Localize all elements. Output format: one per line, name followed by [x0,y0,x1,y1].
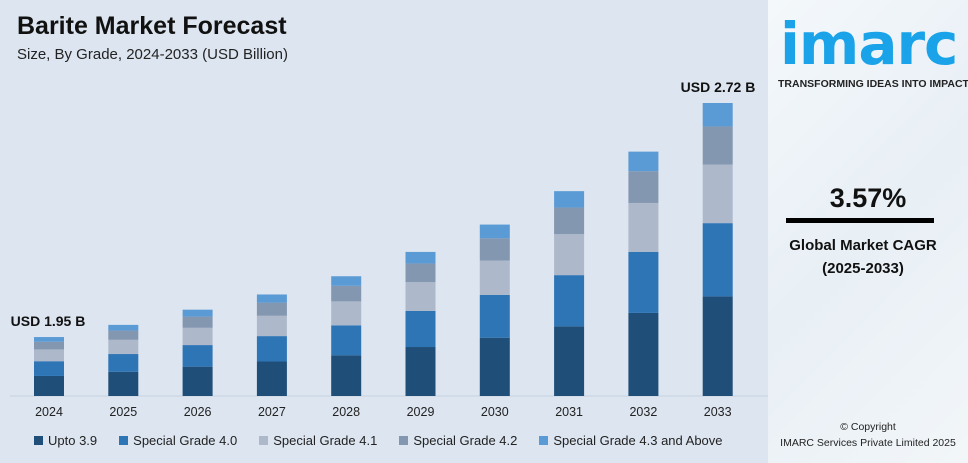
legend-item: Special Grade 4.0 [119,433,237,448]
bar-segment [256,336,287,362]
bar-segment [405,251,436,264]
bar-segment [554,191,585,208]
x-tick-label: 2025 [109,405,137,419]
bar-segment [108,330,139,340]
bar-segment [331,355,362,396]
bar-segment [256,302,287,316]
bar-segment [256,315,287,337]
chart-title: Barite Market Forecast [17,12,287,40]
bar-segment [702,164,733,224]
legend: Upto 3.9 Special Grade 4.0 Special Grade 4… [34,433,745,448]
bar-segment [182,327,213,346]
bar-segment [479,238,510,261]
x-tick-label: 2031 [555,405,583,419]
bar-segment [628,251,659,313]
bar-segment [331,276,362,286]
cagr-label: Global Market CAGR (2025-2033) [768,234,958,280]
bar-segment [479,294,510,338]
bar-segment [256,294,287,303]
copyright: © Copyright IMARC Services Private Limit… [768,419,968,451]
legend-label: Special Grade 4.0 [133,433,238,448]
legend-swatch [399,436,409,445]
legend-swatch [539,436,549,445]
bar-segment [331,325,362,356]
bar-segment [182,309,213,317]
bar-segment [108,354,139,372]
tagline: TRANSFORMING IDEAS INTO IMPACT [778,78,968,90]
bar-segment [479,337,510,396]
bar-segment [108,339,139,355]
legend-item: Special Grade 4.3 and Above [539,433,723,448]
legend-swatch [119,436,129,445]
bar-segment [108,371,139,396]
cagr-label-text: Global Market CAGR [789,237,937,254]
bar-segment [628,151,659,172]
bar-segment [554,326,585,396]
chart-area: Barite Market Forecast Size, By Grade, 2… [10,12,768,448]
bar-segment [554,234,585,276]
bar-segment [182,345,213,367]
bar-segment [331,301,362,326]
bar-segment [34,361,64,376]
bar-segment [479,224,510,239]
bar-segment [405,263,436,283]
x-tick-label: 2032 [629,405,657,419]
side-panel: imarc TRANSFORMING IDEAS INTO IMPACT 3.5… [768,0,968,463]
bar-segment [479,260,510,295]
bar-segment [554,207,585,235]
bar-segment [34,349,64,362]
cagr-period: (2025-2033) [822,260,904,277]
x-tick-label: 2028 [332,405,360,419]
bar-chart: 2024 USD 1.95 B 2025 2026 2027 2028 2029 2030 20… [10,79,768,419]
bar-segment [256,361,287,396]
bar-segment [702,223,733,297]
x-tick-label: 2027 [258,405,286,419]
bar-segment [702,126,733,165]
bar-segment [405,310,436,348]
legend-label: Special Grade 4.1 [273,433,378,448]
bar-segment [331,285,362,302]
bar-segment [628,202,659,252]
cagr-value: 3.57% [829,183,907,213]
bar-segment [405,282,436,311]
legend-item: Special Grade 4.1 [259,433,377,448]
bar-segment [628,312,659,396]
bar-segment [182,366,213,396]
x-tick-label: 2026 [184,405,212,419]
data-label: USD 2.72 B [681,79,756,95]
bar-segment [182,316,213,328]
bar-segment [34,375,64,396]
legend-swatch [34,436,43,445]
chart-subtitle: Size, By Grade, 2024-2033 (USD Billion) [17,46,288,63]
x-tick-label: 2024 [35,405,63,419]
data-label: USD 1.95 B [11,313,86,329]
legend-item: Upto 3.9 [34,433,97,448]
legend-item: Special Grade 4.2 [399,433,517,448]
imarc-logo: imarc [780,10,958,78]
legend-swatch [259,436,269,445]
divider [786,218,934,223]
bar-segment [702,296,733,396]
company-name: IMARC Services Private Limited 2025 [780,437,956,449]
legend-label: Upto 3.9 [48,433,98,448]
bar-segment [628,171,659,203]
bar-segment [702,103,733,127]
legend-label: Special Grade 4.2 [413,433,518,448]
x-tick-label: 2029 [407,405,435,419]
bar-segment [34,337,64,342]
x-tick-label: 2033 [704,405,732,419]
bar-segment [108,324,139,331]
bar-segment [405,347,436,396]
bar-segment [34,341,64,350]
legend-label: Special Grade 4.3 and Above [553,433,723,448]
bar-segment [554,275,585,327]
copyright-text: © Copyright [840,421,896,433]
x-tick-label: 2030 [481,405,509,419]
